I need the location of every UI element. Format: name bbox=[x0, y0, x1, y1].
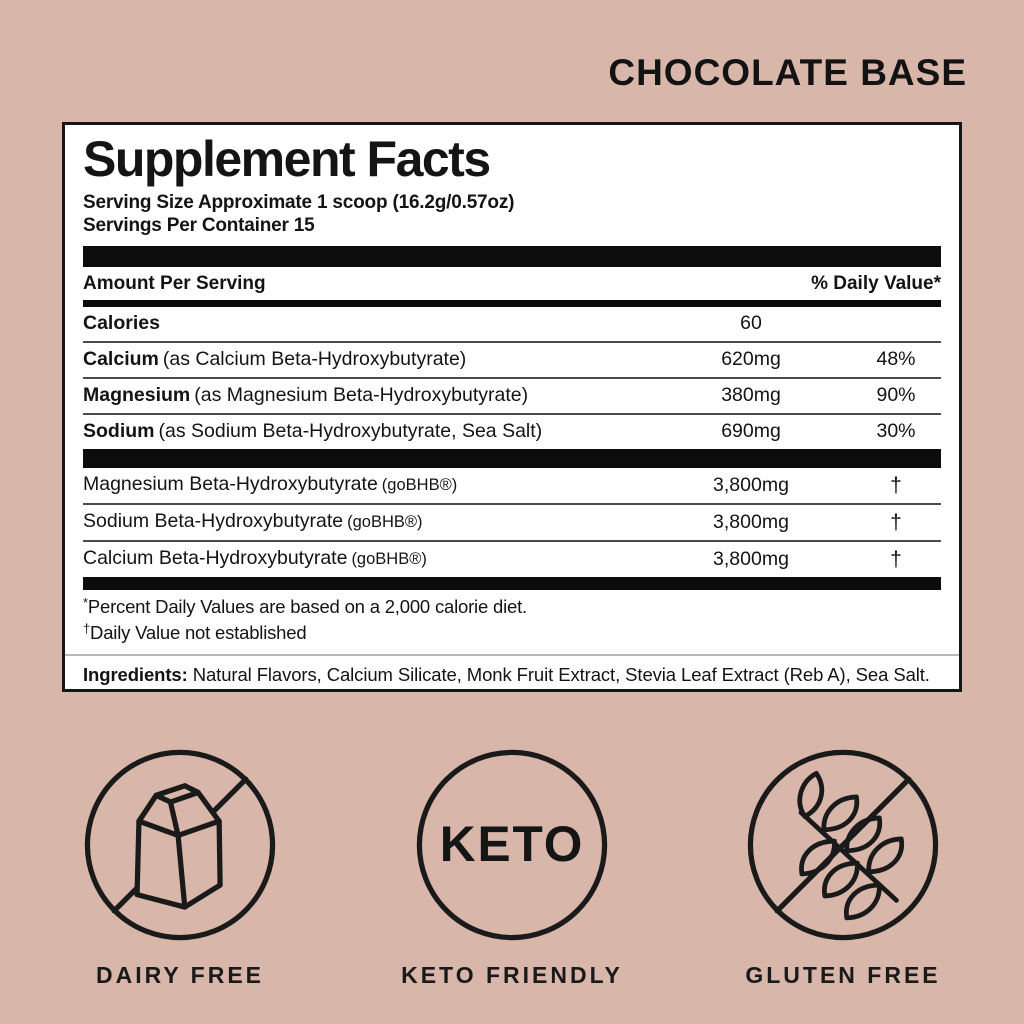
nutrient-name-bold: Calories bbox=[83, 312, 160, 334]
supplement-facts-panel: Supplement Facts Serving Size Approximat… bbox=[62, 122, 962, 692]
compound-name-text: Sodium Beta-Hydroxybutyrate bbox=[83, 510, 344, 532]
footnote-symbol: * bbox=[83, 595, 88, 610]
compound-amount: 3,800mg bbox=[713, 474, 789, 496]
servings-per-container-text: Servings Per Container 15 bbox=[83, 215, 315, 236]
table-row-sodium: Sodium (as Sodium Beta-Hydroxybutyrate, S… bbox=[83, 413, 941, 449]
compound-detail: (goBHB®) bbox=[351, 550, 427, 568]
nutrient-amount: 380mg bbox=[721, 384, 781, 406]
no-gluten-icon bbox=[747, 749, 939, 941]
nutrient-dv: 48% bbox=[876, 348, 916, 370]
table-row-magnesium: Magnesium (as Magnesium Beta-Hydroxybutyr… bbox=[83, 377, 941, 413]
nutrient-detail: (as Sodium Beta-Hydroxybutyrate, Sea Sal… bbox=[158, 420, 543, 442]
daily-value-header: % Daily Value* bbox=[811, 273, 941, 294]
compound-amount: 3,800mg bbox=[713, 548, 789, 570]
separator-bar-thick bbox=[83, 246, 941, 267]
badge-label: DAIRY FREE bbox=[95, 962, 265, 988]
compound-name: Calcium Beta-Hydroxybutyrate (goBHB®) bbox=[83, 547, 651, 571]
compound-amount: 3,800mg bbox=[713, 511, 789, 533]
table-row-calcium-bhb: Calcium Beta-Hydroxybutyrate (goBHB®) 3,8… bbox=[83, 540, 941, 577]
nutrient-name: Calories bbox=[83, 312, 651, 335]
compound-dv: † bbox=[890, 474, 902, 497]
nutrient-amount: 60 bbox=[740, 312, 762, 334]
ingredients-line: Ingredients: Natural Flavors, Calcium Si… bbox=[83, 656, 941, 687]
compound-rows: Magnesium Beta-Hydroxybutyrate (goBHB®) 3… bbox=[83, 468, 941, 577]
nutrient-name-bold: Calcium bbox=[83, 348, 159, 370]
separator-bar-thin bbox=[83, 300, 941, 307]
nutrient-amount: 690mg bbox=[721, 420, 781, 442]
table-row-calcium: Calcium (as Calcium Beta-Hydroxybutyrate)… bbox=[83, 341, 941, 377]
table-row-sodium-bhb: Sodium Beta-Hydroxybutyrate (goBHB®) 3,80… bbox=[83, 503, 941, 540]
nutrient-name-bold: Sodium bbox=[83, 420, 155, 442]
footnote-daily-value: *Percent Daily Values are based on a 2,0… bbox=[83, 595, 941, 621]
compound-name-text: Magnesium Beta-Hydroxybutyrate bbox=[83, 473, 378, 495]
nutrient-detail: (as Calcium Beta-Hydroxybutyrate) bbox=[162, 348, 467, 370]
separator-bar-medium bbox=[83, 577, 941, 590]
footnote-not-established: †Daily Value not established bbox=[83, 621, 941, 647]
table-row-calories: Calories 60 bbox=[83, 307, 941, 341]
no-dairy-icon bbox=[84, 749, 276, 941]
compound-detail: (goBHB®) bbox=[347, 513, 423, 531]
footnotes: *Percent Daily Values are based on a 2,0… bbox=[83, 595, 941, 647]
flavor-title: CHOCOLATE BASE bbox=[608, 52, 967, 93]
compound-name: Sodium Beta-Hydroxybutyrate (goBHB®) bbox=[83, 510, 651, 534]
nutrient-detail: (as Magnesium Beta-Hydroxybutyrate) bbox=[194, 384, 529, 406]
footnote-symbol: † bbox=[83, 621, 91, 636]
keto-word: KETO bbox=[440, 816, 585, 872]
compound-dv: † bbox=[890, 548, 902, 571]
ingredients-text: Natural Flavors, Calcium Silicate, Monk … bbox=[187, 664, 930, 685]
compound-detail: (goBHB®) bbox=[381, 476, 458, 494]
footnote-text: Daily Value not established bbox=[90, 622, 307, 643]
separator-bar-thick bbox=[83, 449, 941, 468]
nutrient-amount: 620mg bbox=[721, 348, 781, 370]
compound-name: Magnesium Beta-Hydroxybutyrate (goBHB®) bbox=[83, 473, 651, 497]
nutrient-dv: 30% bbox=[876, 420, 916, 442]
nutrient-dv: 90% bbox=[876, 384, 916, 406]
nutrient-name: Sodium (as Sodium Beta-Hydroxybutyrate, S… bbox=[83, 420, 651, 443]
compound-name-text: Calcium Beta-Hydroxybutyrate bbox=[83, 547, 348, 569]
badge-dairy-free: DAIRY FREE bbox=[40, 740, 320, 989]
ingredients-label: Ingredients: bbox=[83, 664, 188, 685]
nutrient-name: Magnesium (as Magnesium Beta-Hydroxybutyr… bbox=[83, 384, 651, 407]
amount-per-serving-header: Amount Per Serving bbox=[83, 273, 266, 294]
nutrient-rows: Calories 60 Calcium (as Calcium Beta-Hydr… bbox=[83, 307, 941, 449]
serving-info: Serving Size Approximate 1 scoop (16.2g/… bbox=[83, 191, 941, 237]
badge-label: KETO FRIENDLY bbox=[401, 962, 623, 988]
keto-icon: KETO bbox=[416, 749, 608, 941]
footnote-text: Percent Daily Values are based on a 2,00… bbox=[87, 596, 527, 617]
table-header-row: Amount Per Serving % Daily Value* bbox=[83, 267, 941, 300]
badge-keto-friendly: KETO KETO FRIENDLY bbox=[372, 740, 652, 989]
ingredients-divider bbox=[65, 654, 959, 656]
badge-label: GLUTEN FREE bbox=[745, 962, 941, 988]
nutrient-name-bold: Magnesium bbox=[83, 384, 191, 406]
badge-gluten-free: GLUTEN FREE bbox=[703, 740, 983, 989]
nutrient-name: Calcium (as Calcium Beta-Hydroxybutyrate) bbox=[83, 348, 651, 371]
serving-size-text: Serving Size Approximate 1 scoop (16.2g/… bbox=[83, 192, 515, 213]
compound-dv: † bbox=[890, 511, 902, 534]
panel-title: Supplement Facts bbox=[83, 131, 491, 187]
table-row-magnesium-bhb: Magnesium Beta-Hydroxybutyrate (goBHB®) 3… bbox=[83, 468, 941, 503]
